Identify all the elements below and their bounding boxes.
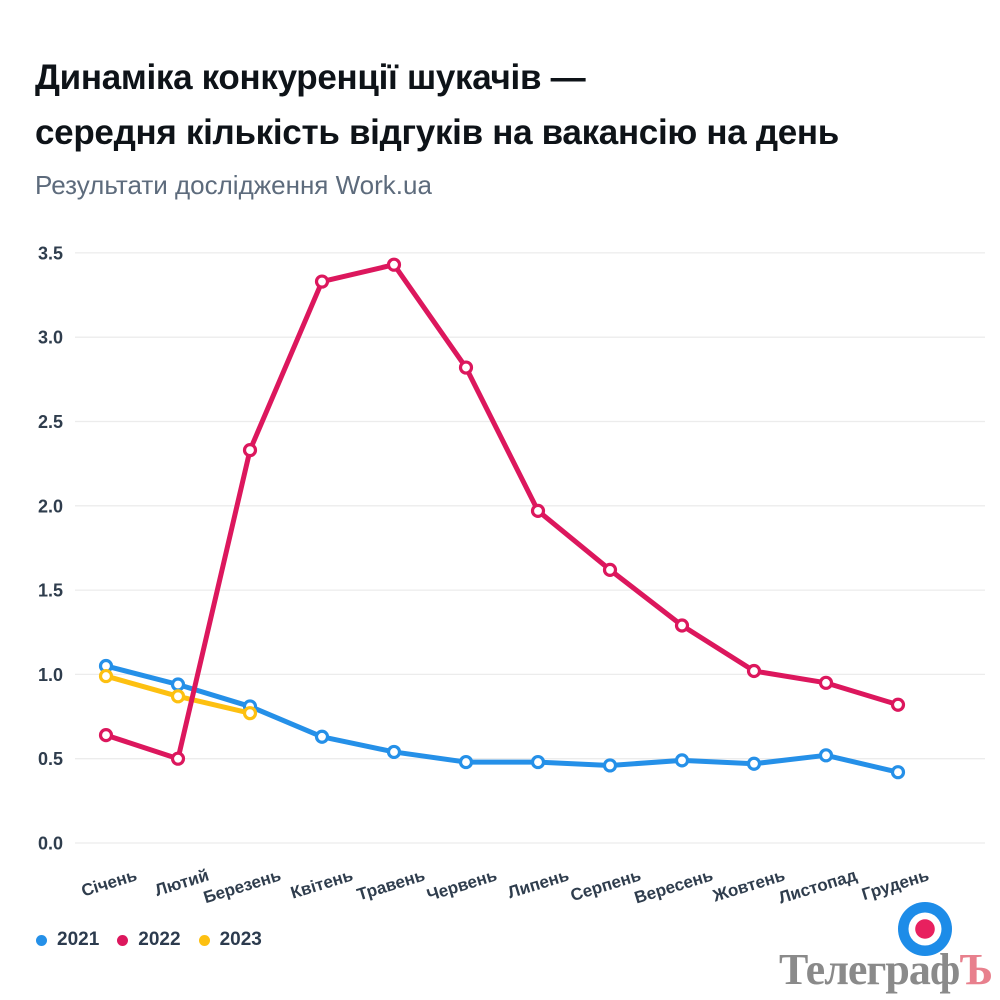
legend-item-2021: 2021 [36, 929, 99, 951]
telegraf-logo: ТелеграфЪ [779, 944, 993, 995]
y-tick-label-1.0: 1.0 [38, 665, 63, 685]
y-tick-label-2.5: 2.5 [38, 412, 63, 432]
data-point-2023-2 [170, 689, 186, 704]
series-line-2022 [103, 262, 901, 762]
data-point-2021-11 [818, 748, 834, 763]
page-title-line2: середня кількість відгуків на вакансію н… [35, 113, 839, 152]
x-tick-label-5: Травень [355, 866, 427, 905]
data-point-2023-1 [98, 668, 114, 684]
target-icon-circle-3 [915, 919, 935, 939]
x-tick-label-4: Квітень [288, 866, 355, 903]
data-point-2021-10 [746, 756, 762, 771]
target-icon [898, 902, 952, 956]
data-point-2022-9 [674, 618, 690, 633]
data-point-2021-7 [530, 754, 546, 770]
data-point-2022-10 [746, 663, 762, 679]
x-tick-label-9: Вересень [632, 866, 715, 908]
logo-text-accent: Ъ [959, 945, 993, 994]
data-point-2022-2 [170, 751, 186, 766]
y-tick-label-0.5: 0.5 [38, 749, 63, 769]
page-title: Динаміка конкуренції шукачів — середня кі… [35, 50, 839, 160]
page-subtitle: Результати дослідження Work.ua [35, 170, 432, 200]
legend-item-2022: 2022 [117, 929, 181, 951]
x-tick-label-6: Червень [425, 866, 500, 905]
y-tick-label-1.5: 1.5 [38, 581, 63, 601]
legend-dot-2021 [36, 934, 47, 946]
x-tick-label-11: Листопад [776, 866, 859, 908]
y-tick-label-3.0: 3.0 [38, 328, 63, 348]
x-tick-label-7: Липень [506, 866, 572, 903]
x-tick-label-8: Серпень [568, 866, 643, 905]
chart-legend: 2021 2022 2023 [36, 929, 262, 951]
y-tick-label-0.0: 0.0 [38, 834, 63, 854]
data-point-2022-7 [530, 503, 546, 518]
data-point-2021-4 [314, 729, 330, 744]
data-point-2022-6 [458, 360, 474, 375]
legend-label-2022: 2022 [138, 929, 181, 950]
data-point-2021-9 [674, 753, 690, 768]
data-point-2022-8 [602, 562, 618, 577]
data-point-2021-5 [386, 744, 402, 760]
legend-dot-2022 [117, 934, 129, 946]
y-tick-label-3.5: 3.5 [38, 243, 63, 263]
data-point-2021-8 [602, 758, 618, 773]
data-point-2022-5 [386, 257, 402, 272]
data-point-2022-11 [818, 675, 834, 690]
x-tick-label-1: Січень [79, 866, 139, 901]
data-point-2021-6 [458, 754, 474, 770]
x-tick-label-3: Березень [201, 866, 283, 908]
data-point-2023-3 [242, 706, 258, 721]
legend-dot-2023 [198, 934, 210, 946]
x-tick-label-10: Жовтень [710, 866, 788, 906]
x-tick-label-12: Грудень [859, 866, 931, 904]
series-line-2021 [103, 663, 901, 775]
data-point-2022-1 [98, 727, 114, 743]
legend-item-2023: 2023 [198, 929, 262, 951]
legend-label-2021: 2021 [57, 929, 100, 950]
data-point-2021-12 [890, 765, 906, 780]
data-point-2022-3 [242, 443, 258, 458]
data-point-2022-4 [314, 274, 330, 289]
data-point-2022-12 [890, 697, 906, 712]
page-title-line1: Динаміка конкуренції шукачів — [35, 58, 586, 97]
data-point-2021-2 [170, 677, 186, 692]
legend-label-2023: 2023 [219, 929, 262, 950]
y-tick-label-2.0: 2.0 [38, 496, 63, 516]
